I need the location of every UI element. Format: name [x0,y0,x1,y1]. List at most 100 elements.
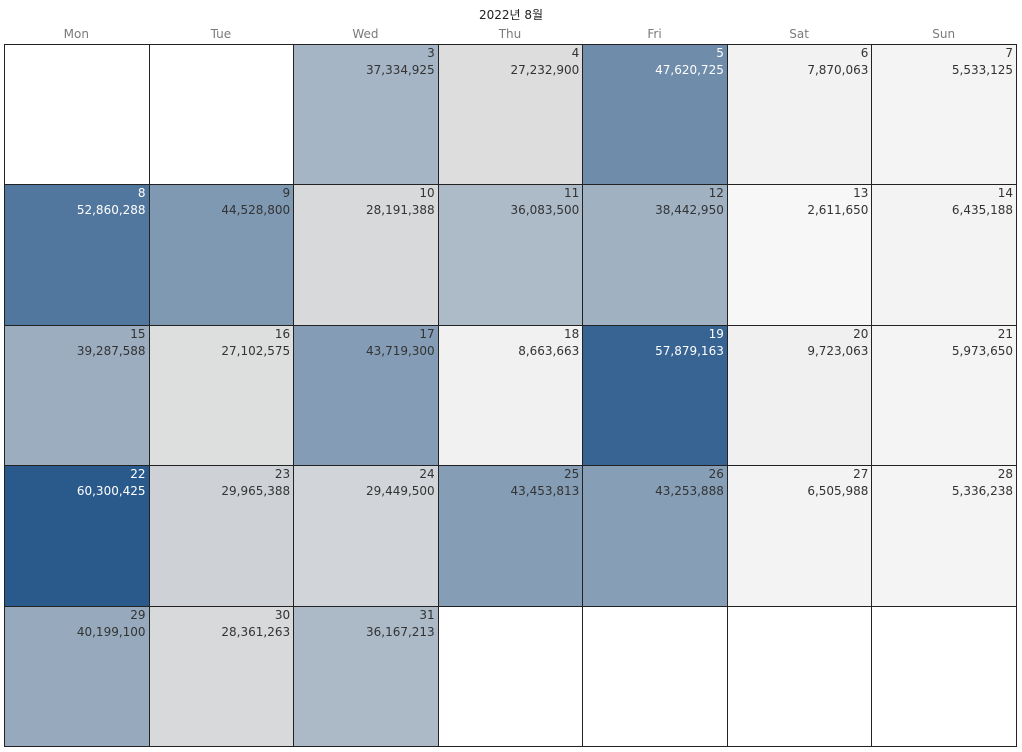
day-number-label: 16 [274,326,291,341]
day-value-label: 8,663,663 [518,343,580,358]
day-number-label: 3 [427,46,435,60]
day-number-label: 23 [274,467,291,482]
day-value-label: 43,453,813 [510,484,580,499]
day-value-label: 44,528,800 [221,203,291,218]
day-cell-5[interactable]: 5 47,620,725 [582,44,728,186]
day-value-label: 5,973,650 [951,343,1013,358]
day-number-label: 18 [563,326,580,341]
day-number-label: 19 [708,326,724,341]
empty-day-cell [4,44,150,186]
day-cell-11[interactable]: 11 36,083,500 [437,184,584,326]
day-value-label: 2,611,650 [807,203,869,218]
day-cell-29[interactable]: 29 40,199,100 [4,605,150,747]
day-number-label: 12 [708,186,724,201]
day-number-label: 21 [997,326,1013,341]
day-cell-21[interactable]: 21 5,973,650 [871,324,1017,467]
day-cell-7[interactable]: 7 5,533,125 [871,44,1017,186]
day-cell-26[interactable]: 26 43,253,888 [582,465,728,607]
day-value-label: 27,102,575 [221,343,291,358]
day-value-label: 43,719,300 [365,343,435,358]
day-value-label: 27,232,900 [510,63,580,77]
day-cell-17[interactable]: 17 43,719,300 [293,324,439,467]
day-value-label: 39,287,588 [76,343,146,358]
day-number-label: 7 [1005,46,1013,60]
day-value-label: 36,083,500 [510,203,580,218]
day-value-label: 60,300,425 [76,484,146,499]
day-cell-22[interactable]: 22 60,300,425 [4,465,150,607]
day-cell-28[interactable]: 28 5,336,238 [871,465,1017,607]
day-number-label: 25 [563,467,580,482]
day-value-label: 5,533,125 [951,63,1013,77]
day-value-label: 6,435,188 [951,203,1013,218]
day-cell-24[interactable]: 24 29,449,500 [293,465,439,607]
day-number-label: 14 [997,186,1013,201]
day-value-label: 57,879,163 [655,343,724,358]
day-cell-4[interactable]: 4 27,232,900 [437,44,584,186]
day-number-label: 28 [997,467,1013,482]
day-cell-19[interactable]: 19 57,879,163 [582,324,728,467]
weekday-header-row: Mon Tue Wed Thu Fri Sat Sun [4,27,1016,43]
weekday-header-thu: Thu [498,27,522,41]
day-number-label: 15 [130,326,146,341]
day-cell-6[interactable]: 6 7,870,063 [726,44,873,186]
day-value-label: 43,253,888 [655,484,724,499]
day-cell-14[interactable]: 14 6,435,188 [871,184,1017,326]
day-cell-3[interactable]: 3 37,334,925 [293,44,439,186]
chart-title: 2022년 8월 [478,8,544,22]
day-cell-8[interactable]: 8 52,860,288 [4,184,150,326]
day-number-label: 27 [853,467,869,482]
day-number-label: 26 [708,467,724,482]
day-value-label: 28,191,388 [365,203,435,218]
weekday-header-mon: Mon [63,27,89,41]
day-number-label: 29 [130,607,146,622]
day-cell-9[interactable]: 9 44,528,800 [148,184,295,326]
day-number-label: 10 [419,186,435,201]
day-cell-31[interactable]: 31 36,167,213 [293,605,439,747]
day-value-label: 40,199,100 [76,624,146,639]
day-cell-12[interactable]: 12 38,442,950 [582,184,728,326]
day-number-label: 11 [563,186,580,201]
day-cell-27[interactable]: 27 6,505,988 [726,465,873,607]
day-cell-20[interactable]: 20 9,723,063 [726,324,873,467]
day-number-label: 6 [860,46,869,60]
day-cell-13[interactable]: 13 2,611,650 [726,184,873,326]
day-value-label: 36,167,213 [365,624,435,639]
day-value-label: 29,449,500 [365,484,435,499]
day-number-label: 30 [274,607,291,622]
weekday-header-tue: Tue [210,27,232,41]
day-cell-10[interactable]: 10 28,191,388 [293,184,439,326]
day-value-label: 9,723,063 [807,343,869,358]
day-value-label: 6,505,988 [807,484,869,499]
day-value-label: 28,361,263 [221,624,291,639]
day-number-label: 5 [716,46,724,60]
weekday-header-fri: Fri [647,27,662,41]
empty-day-cell [726,605,873,747]
empty-day-cell [582,605,728,747]
day-cell-23[interactable]: 23 29,965,388 [148,465,295,607]
day-number-label: 13 [853,186,869,201]
day-cell-30[interactable]: 30 28,361,263 [148,605,295,747]
day-number-label: 31 [419,607,435,622]
day-cell-18[interactable]: 18 8,663,663 [437,324,584,467]
weekday-header-wed: Wed [352,27,379,41]
day-cell-16[interactable]: 16 27,102,575 [148,324,295,467]
weekday-header-sun: Sun [932,27,956,41]
day-number-label: 4 [571,46,580,60]
empty-day-cell [871,605,1017,747]
day-value-label: 7,870,063 [807,63,869,77]
calendar-heatmap-grid: 3 37,334,925 4 27,232,900 5 47,620,725 6 7,870,… [4,44,1017,747]
day-value-label: 5,336,238 [951,484,1013,499]
day-cell-25[interactable]: 25 43,453,813 [437,465,584,607]
day-value-label: 29,965,388 [221,484,291,499]
day-number-label: 20 [853,326,869,341]
day-value-label: 52,860,288 [76,203,146,218]
day-value-label: 47,620,725 [655,63,724,77]
empty-day-cell [148,44,295,186]
day-cell-15[interactable]: 15 39,287,588 [4,324,150,467]
empty-day-cell [437,605,584,747]
day-number-label: 17 [419,326,435,341]
day-value-label: 38,442,950 [655,203,724,218]
day-value-label: 37,334,925 [365,63,435,77]
day-number-label: 9 [282,186,291,201]
day-number-label: 22 [130,467,146,482]
